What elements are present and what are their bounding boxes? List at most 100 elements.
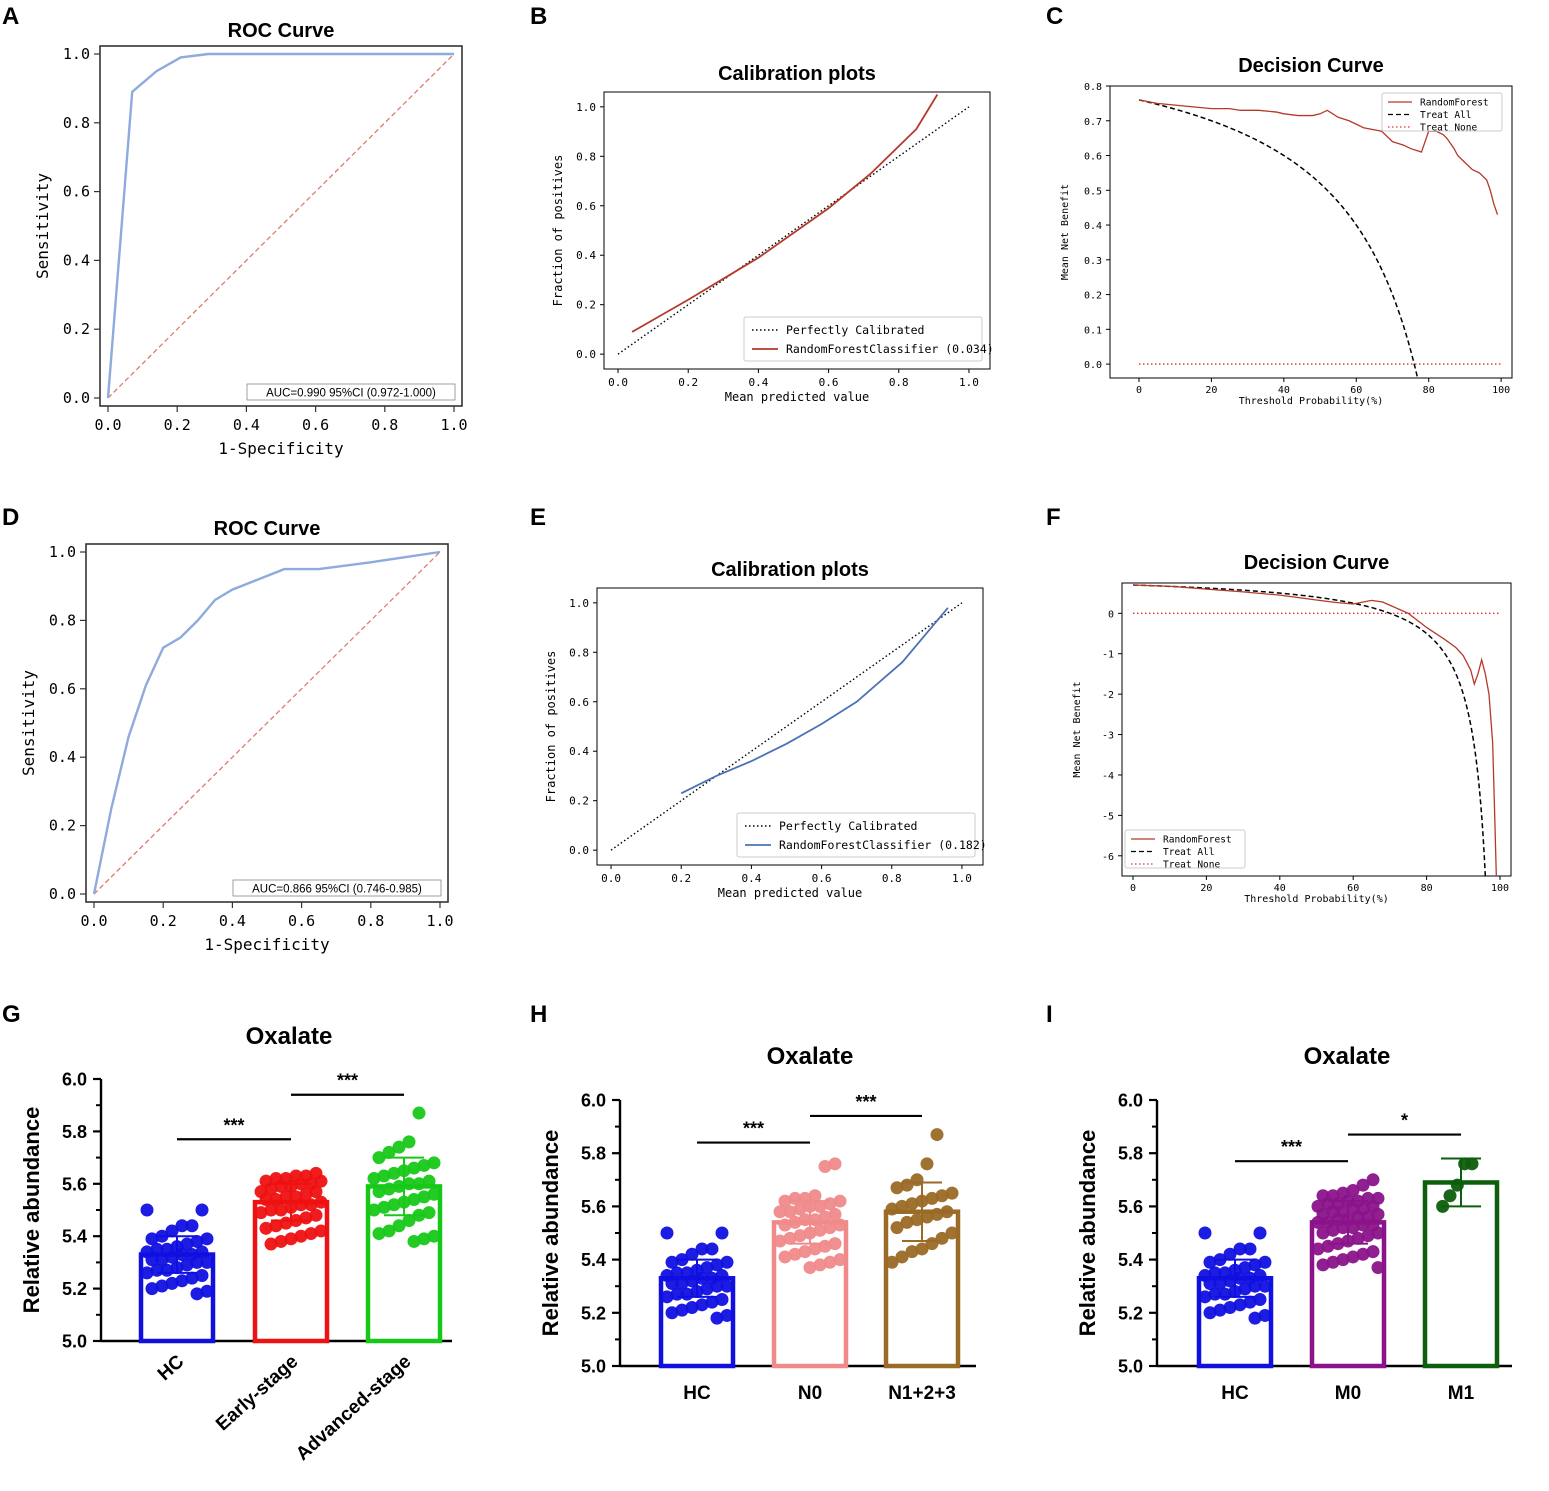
data-point bbox=[783, 1205, 797, 1219]
data-point bbox=[700, 1282, 714, 1296]
data-point bbox=[1326, 1255, 1340, 1269]
data-point bbox=[304, 1198, 318, 1212]
data-point bbox=[165, 1276, 179, 1290]
chart-title: Calibration plots bbox=[711, 559, 869, 581]
data-point bbox=[284, 1232, 298, 1246]
y-tick-label: 6.0 bbox=[1118, 1091, 1143, 1111]
plot-frame bbox=[596, 587, 984, 866]
data-point bbox=[1198, 1290, 1212, 1304]
y-tick-label: -3 bbox=[1102, 731, 1114, 742]
y-tick-label: 0.6 bbox=[49, 680, 76, 698]
y-tick-label: 0.4 bbox=[49, 748, 76, 766]
y-tick-label: 5.2 bbox=[1118, 1303, 1143, 1323]
data-point bbox=[710, 1258, 724, 1272]
bar bbox=[1422, 1180, 1500, 1369]
data-point bbox=[309, 1185, 323, 1199]
data-point bbox=[833, 1253, 847, 1267]
y-tick-label: 5.2 bbox=[581, 1303, 606, 1323]
data-point bbox=[920, 1210, 934, 1224]
y-axis-label: Relative abundance bbox=[538, 1130, 563, 1337]
data-point bbox=[259, 1221, 273, 1235]
data-point bbox=[675, 1253, 689, 1267]
x-tick-label: 0.2 bbox=[150, 912, 177, 930]
data-point bbox=[940, 1205, 954, 1219]
data-point bbox=[417, 1190, 431, 1204]
data-point bbox=[1253, 1293, 1267, 1306]
significance-label: *** bbox=[1281, 1137, 1302, 1157]
data-point bbox=[1356, 1178, 1370, 1192]
y-axis-label: Fraction of positives bbox=[551, 155, 565, 307]
data-point bbox=[705, 1295, 719, 1309]
x-axis-label: Mean predicted value bbox=[718, 886, 863, 900]
y-tick-label: 5.6 bbox=[581, 1197, 606, 1217]
data-point bbox=[1203, 1306, 1217, 1320]
data-point bbox=[200, 1284, 214, 1298]
significance-label: *** bbox=[855, 1092, 876, 1112]
data-point bbox=[412, 1177, 426, 1191]
data-point bbox=[793, 1229, 807, 1243]
data-point bbox=[284, 1200, 298, 1214]
data-point bbox=[175, 1248, 189, 1262]
panel-label-f: F bbox=[1046, 504, 1061, 531]
data-point bbox=[180, 1258, 194, 1272]
y-tick-label: 0.3 bbox=[1084, 256, 1102, 267]
y-tick-label: 6.0 bbox=[62, 1070, 87, 1090]
y-tick-label: 0.0 bbox=[576, 348, 596, 361]
x-tick-label: HC bbox=[154, 1351, 189, 1385]
data-point bbox=[155, 1253, 169, 1267]
data-point bbox=[905, 1245, 919, 1259]
legend-box bbox=[736, 812, 976, 858]
y-axis-label: Mean Net Benefit bbox=[1072, 681, 1083, 777]
data-point bbox=[695, 1298, 709, 1312]
data-point bbox=[170, 1261, 184, 1275]
bar-panel-h: Oxalate 5.0 5.2 5.4 5.6 5.8 6.0 Relative abunda… bbox=[538, 1043, 976, 1404]
x-tick-label: 0.2 bbox=[671, 872, 691, 885]
x-tick-label: 1.0 bbox=[959, 376, 979, 389]
x-tick-label: M0 bbox=[1335, 1383, 1361, 1404]
data-point bbox=[885, 1255, 899, 1269]
random-forest-curve bbox=[1138, 99, 1499, 215]
data-point bbox=[1223, 1300, 1237, 1314]
data-point bbox=[798, 1213, 812, 1227]
panel-label-d: D bbox=[2, 504, 19, 531]
data-point bbox=[1356, 1218, 1370, 1232]
data-point bbox=[1346, 1221, 1360, 1235]
data-point bbox=[720, 1279, 734, 1293]
data-point bbox=[294, 1229, 308, 1243]
data-point bbox=[920, 1157, 934, 1171]
data-point bbox=[1341, 1234, 1355, 1248]
data-point bbox=[427, 1187, 441, 1201]
data-point bbox=[670, 1287, 684, 1301]
data-point bbox=[1326, 1223, 1340, 1237]
data-point bbox=[895, 1250, 909, 1264]
chart-title: Oxalate bbox=[246, 1023, 333, 1050]
data-point bbox=[140, 1203, 154, 1217]
x-tick-label: 60 bbox=[1347, 883, 1359, 894]
legend-label: Treat None bbox=[1163, 860, 1220, 871]
y-tick-label: 0.1 bbox=[1084, 325, 1102, 336]
panel-label-c: C bbox=[1046, 3, 1063, 30]
significance-label: *** bbox=[743, 1119, 764, 1139]
data-point bbox=[1258, 1255, 1272, 1269]
calibration-curve bbox=[680, 607, 949, 795]
y-tick-label: 0.0 bbox=[49, 885, 76, 903]
data-point bbox=[803, 1261, 817, 1275]
x-tick-label: 100 bbox=[1491, 883, 1509, 894]
bar-panel-g: Oxalate 5.0 5.2 5.4 5.6 5.8 6.0 Relative abunda… bbox=[19, 1023, 452, 1465]
x-tick-label: M1 bbox=[1448, 1383, 1475, 1404]
data-point bbox=[1233, 1271, 1247, 1285]
data-point bbox=[900, 1215, 914, 1229]
data-point bbox=[930, 1207, 944, 1221]
x-tick-label: HC bbox=[1221, 1383, 1249, 1404]
legend-label: Treat None bbox=[1420, 123, 1477, 134]
data-point bbox=[1316, 1258, 1330, 1272]
y-tick-label: 0.5 bbox=[1084, 186, 1102, 197]
panel-label-h: H bbox=[530, 1001, 547, 1028]
data-point bbox=[890, 1221, 904, 1235]
chart-title: ROC Curve bbox=[228, 20, 335, 42]
data-point bbox=[314, 1224, 328, 1238]
x-tick-label: 0.4 bbox=[219, 912, 246, 930]
x-tick-label: 40 bbox=[1278, 385, 1290, 396]
y-tick-label: 0.6 bbox=[1084, 152, 1102, 163]
bar-panel-i: Oxalate 5.0 5.2 5.4 5.6 5.8 6.0 Relative abunda… bbox=[1075, 1043, 1512, 1404]
